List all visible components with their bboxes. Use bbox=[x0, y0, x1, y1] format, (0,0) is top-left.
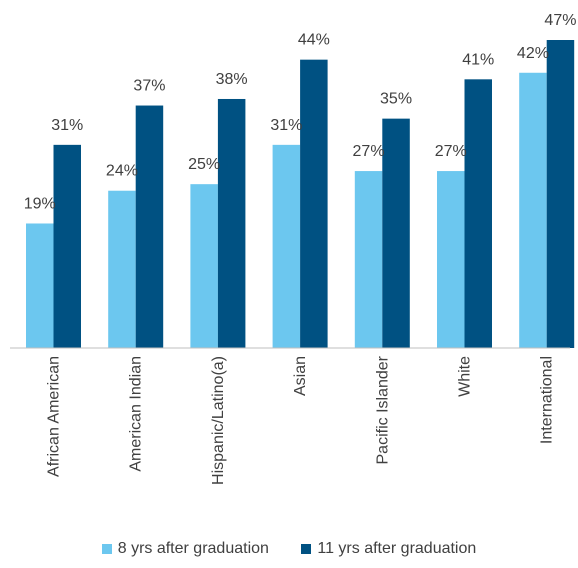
legend-item-11yrs: 11 yrs after graduation bbox=[301, 540, 476, 558]
x-tick-label-1: American Indian bbox=[128, 356, 145, 472]
x-tick-label-3: Asian bbox=[292, 356, 309, 396]
bar-11yrs-5 bbox=[464, 79, 492, 348]
bar-8yrs-6 bbox=[519, 72, 547, 348]
legend-label-8yrs: 8 yrs after graduation bbox=[117, 540, 269, 557]
data-label-11yrs-2: 38% bbox=[216, 71, 248, 88]
data-label-11yrs-1: 37% bbox=[133, 78, 165, 95]
legend-label-11yrs: 11 yrs after graduation bbox=[317, 540, 477, 557]
bars-layer bbox=[26, 40, 575, 348]
data-label-11yrs-6: 47% bbox=[544, 12, 576, 29]
legend-swatch-11yrs bbox=[301, 544, 312, 554]
data-label-8yrs-6: 42% bbox=[517, 45, 549, 62]
bar-8yrs-4 bbox=[354, 171, 383, 348]
bar-11yrs-1 bbox=[135, 105, 164, 348]
x-tick-label-5: White bbox=[457, 356, 474, 397]
legend-item-8yrs: 8 yrs after graduation bbox=[101, 540, 269, 558]
data-label-8yrs-0: 19% bbox=[24, 195, 56, 212]
bar-11yrs-3 bbox=[300, 59, 328, 348]
data-label-8yrs-5: 27% bbox=[435, 143, 467, 160]
bar-8yrs-1 bbox=[108, 190, 136, 348]
bar-11yrs-6 bbox=[546, 40, 575, 348]
data-label-11yrs-4: 35% bbox=[380, 91, 412, 108]
x-tick-label-6: International bbox=[539, 356, 556, 444]
data-label-11yrs-0: 31% bbox=[51, 117, 83, 134]
data-label-11yrs-5: 41% bbox=[462, 51, 494, 68]
x-tick-label-0: African American bbox=[46, 356, 63, 477]
bar-8yrs-2 bbox=[190, 184, 218, 348]
data-labels-layer: 19% 31% 24% 37% 25% 38% 31% 44% 27% 35% 27% 41% 42% 4… bbox=[24, 12, 577, 212]
x-tick-labels-layer: African American American Indian Hispanic/… bbox=[46, 355, 556, 485]
bar-8yrs-3 bbox=[272, 144, 301, 348]
legend: 8 yrs after graduation 11 yrs after grad… bbox=[0, 540, 578, 559]
bar-11yrs-2 bbox=[217, 98, 246, 348]
data-label-8yrs-3: 31% bbox=[270, 117, 302, 134]
data-label-8yrs-2: 25% bbox=[188, 156, 220, 173]
x-tick-label-4: Pacific Islander bbox=[374, 355, 391, 464]
bar-11yrs-4 bbox=[382, 118, 410, 348]
bar-8yrs-5 bbox=[437, 171, 465, 348]
data-label-8yrs-4: 27% bbox=[353, 143, 385, 160]
bar-8yrs-0 bbox=[26, 223, 54, 348]
x-tick-label-2: Hispanic/Latino(a) bbox=[210, 356, 227, 485]
legend-swatch-8yrs bbox=[101, 544, 112, 554]
data-label-11yrs-3: 44% bbox=[298, 32, 330, 49]
data-label-8yrs-1: 24% bbox=[106, 163, 138, 180]
bar-11yrs-0 bbox=[53, 144, 81, 348]
